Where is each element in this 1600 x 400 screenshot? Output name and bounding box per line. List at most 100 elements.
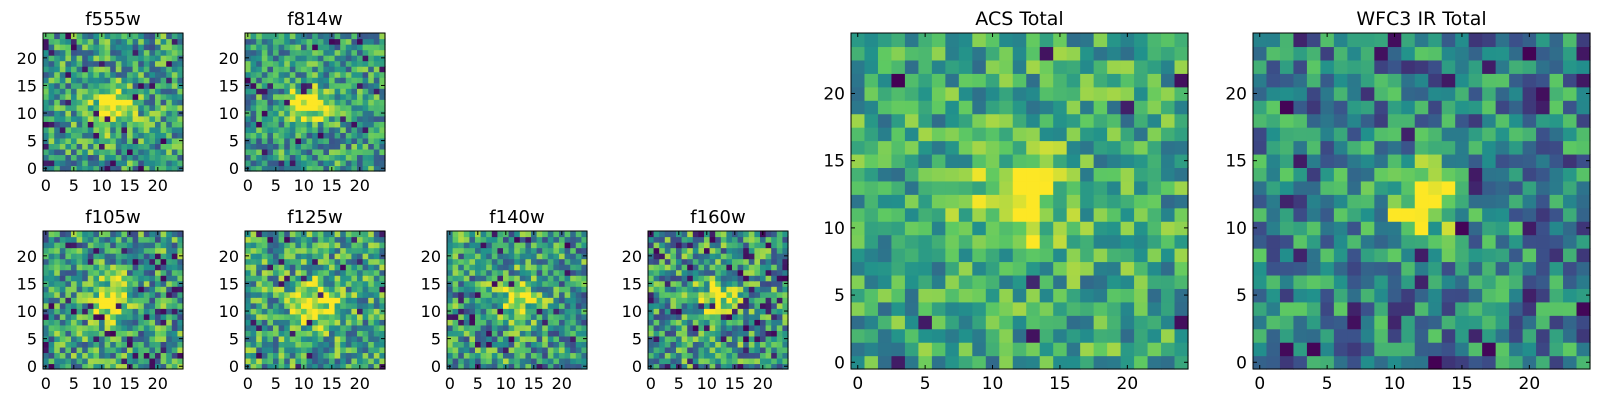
heatmap-cell	[329, 280, 336, 287]
heatmap-cell	[351, 236, 358, 243]
heatmap-cell	[1120, 167, 1135, 182]
heatmap-cell	[59, 66, 66, 73]
heatmap-cell	[323, 308, 330, 315]
heatmap-cell	[273, 319, 280, 326]
heatmap-cell	[301, 121, 308, 128]
heatmap-cell	[177, 291, 184, 298]
heatmap-cell	[1441, 207, 1456, 222]
heatmap-cell	[71, 38, 78, 45]
heatmap-cell	[782, 242, 789, 249]
heatmap-cell	[306, 143, 313, 150]
heatmap-cell	[1161, 355, 1176, 370]
heatmap-cell	[284, 236, 291, 243]
heatmap-cell	[525, 247, 532, 254]
axes-frame	[42, 230, 184, 370]
heatmap-cell	[760, 242, 767, 249]
heatmap-cell	[59, 236, 66, 243]
heatmap-cell	[664, 264, 671, 271]
heatmap-cell	[709, 297, 716, 304]
heatmap-cell	[256, 264, 263, 271]
heatmap-cell	[1066, 127, 1081, 142]
heatmap-cell	[379, 313, 386, 320]
heatmap-cell	[765, 308, 772, 315]
heatmap-cell	[1576, 234, 1591, 249]
heatmap-cell	[972, 207, 987, 222]
heatmap-cell	[261, 357, 268, 365]
heatmap-cell	[284, 324, 291, 331]
heatmap-cell	[351, 60, 358, 67]
heatmap-cell	[458, 335, 465, 342]
heatmap-cell	[334, 71, 341, 78]
heatmap-cell	[525, 308, 532, 315]
heatmap-cell	[1134, 59, 1149, 74]
heatmap-cell	[564, 280, 571, 287]
heatmap-cell	[289, 71, 296, 78]
heatmap-cell	[261, 110, 268, 117]
heatmap-cell	[138, 99, 145, 106]
heatmap-cell	[480, 280, 487, 287]
heatmap-cell	[278, 66, 285, 73]
heatmap-cell	[508, 324, 515, 331]
heatmap-cell	[149, 115, 156, 122]
heatmap-cell	[345, 110, 352, 117]
heatmap-cell	[295, 242, 302, 249]
heatmap-cell	[452, 335, 459, 342]
heatmap-cell	[160, 313, 167, 320]
heatmap-cell	[760, 253, 767, 260]
heatmap-cell	[166, 60, 173, 67]
heatmap-cell	[447, 291, 454, 298]
heatmap-cell	[334, 82, 341, 89]
heatmap-cell	[715, 324, 722, 331]
heatmap-cell	[110, 357, 117, 365]
heatmap-cell	[653, 302, 660, 309]
heatmap-cell	[65, 335, 72, 342]
heatmap-cell	[312, 71, 319, 78]
heatmap-cell	[715, 357, 722, 365]
heatmap-cell	[1053, 167, 1068, 182]
heatmap-cell	[670, 286, 677, 293]
heatmap-cell	[531, 269, 538, 276]
heatmap-cell	[65, 330, 72, 337]
heatmap-cell	[323, 137, 330, 144]
heatmap-cell	[121, 297, 128, 304]
heatmap-cell	[575, 357, 582, 365]
heatmap-cell	[132, 154, 139, 161]
heatmap-cell	[177, 247, 184, 254]
heatmap-cell	[93, 159, 100, 167]
heatmap-cell	[1333, 153, 1348, 168]
heatmap-cell	[71, 236, 78, 243]
heatmap-cell	[317, 264, 324, 271]
heatmap-cell	[104, 38, 111, 45]
heatmap-cell	[65, 253, 72, 260]
heatmap-cell	[110, 99, 117, 106]
heatmap-cell	[553, 286, 560, 293]
heatmap-cell	[1107, 248, 1122, 263]
heatmap-cell	[132, 242, 139, 249]
heatmap-cell	[1174, 315, 1189, 330]
heatmap-cell	[289, 60, 296, 67]
heatmap-cell	[531, 302, 538, 309]
heatmap-cell	[115, 286, 122, 293]
heatmap-cell	[782, 291, 789, 298]
heatmap-cell	[1066, 167, 1081, 182]
heatmap-cell	[681, 324, 688, 331]
heatmap-cell	[536, 269, 543, 276]
heatmap-cell	[284, 71, 291, 78]
heatmap-cell	[1455, 248, 1470, 263]
heatmap-cell	[743, 247, 750, 254]
heatmap-cell	[1549, 234, 1564, 249]
heatmap-cell	[715, 269, 722, 276]
heatmap-cell	[379, 121, 386, 128]
heatmap-cell	[536, 330, 543, 337]
heatmap-cell	[323, 60, 330, 67]
heatmap-cell	[345, 44, 352, 51]
heatmap-cell	[357, 44, 364, 51]
heatmap-cell	[765, 253, 772, 260]
heatmap-cell	[65, 291, 72, 298]
heatmap-cell	[480, 247, 487, 254]
heatmap-cell	[891, 153, 906, 168]
heatmap-cell	[127, 154, 134, 161]
heatmap-cell	[1563, 261, 1578, 276]
heatmap-cell	[149, 137, 156, 144]
heatmap-cell	[345, 77, 352, 84]
